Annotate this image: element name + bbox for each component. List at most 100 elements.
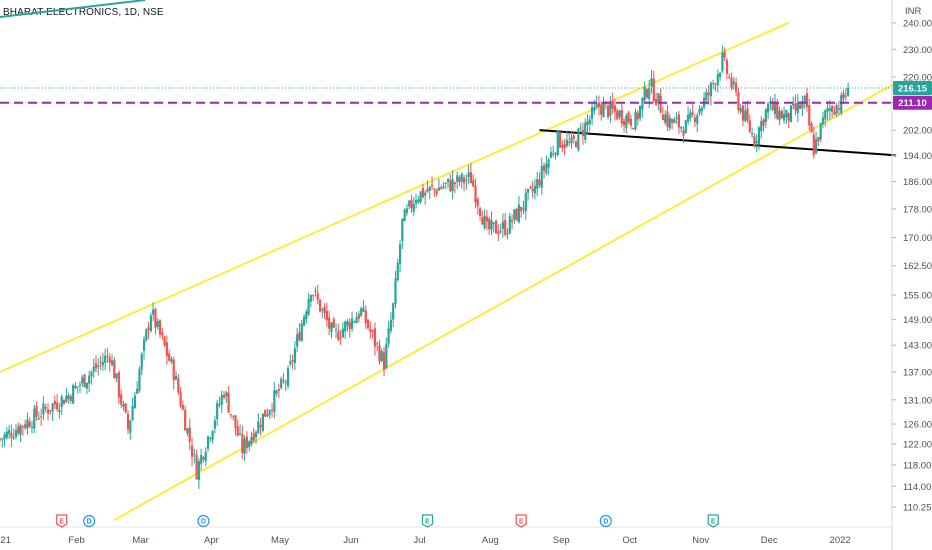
- candle-body: [460, 173, 463, 182]
- candle-body: [138, 369, 141, 391]
- candle-body: [824, 110, 827, 120]
- horizontal-level[interactable]: [0, 87, 892, 104]
- candle-body: [744, 110, 747, 122]
- candle-body: [81, 377, 84, 384]
- candle-body: [755, 140, 758, 143]
- candle-body: [606, 105, 610, 117]
- candle-body: [149, 315, 152, 332]
- candle-body: [622, 121, 626, 126]
- candle-body: [693, 117, 697, 123]
- candle-body: [250, 436, 253, 445]
- trendlines[interactable]: [0, 21, 897, 521]
- candle-body: [261, 413, 264, 431]
- candle-body: [133, 395, 136, 409]
- candle-body: [129, 420, 132, 433]
- candle-body: [545, 163, 548, 174]
- earnings-marker[interactable]: E: [515, 514, 527, 528]
- candle-body: [732, 81, 735, 85]
- candle-body: [469, 172, 473, 184]
- candle-body: [682, 130, 685, 136]
- candle-body: [629, 118, 633, 126]
- candle-body: [670, 119, 674, 123]
- candle-body: [451, 179, 454, 192]
- candle-body: [309, 295, 312, 302]
- candle-body: [686, 114, 690, 122]
- candle-body: [161, 332, 164, 336]
- candle-body: [757, 127, 761, 145]
- candle-body: [213, 420, 216, 429]
- candle-body: [94, 363, 98, 369]
- time-axis[interactable]: 21 Feb Mar Apr May Jun Jul Aug Sep Oct Nov Dec 2022: [0, 535, 850, 546]
- candle-body: [1, 438, 4, 440]
- candle-body: [828, 108, 831, 111]
- candle-body: [389, 319, 393, 331]
- candles: [0, 45, 850, 490]
- candle-body: [19, 424, 22, 435]
- candle-body: [238, 433, 242, 435]
- candle-body: [739, 108, 742, 112]
- candle-body: [316, 293, 319, 300]
- candle-body: [328, 317, 331, 329]
- candle-body: [485, 216, 489, 222]
- candle-body: [593, 107, 596, 111]
- dividend-marker[interactable]: D: [83, 514, 96, 528]
- candle-body: [805, 93, 809, 107]
- candle-body: [62, 399, 66, 405]
- candle-body: [488, 218, 491, 230]
- y-tick-label: 194.00: [903, 151, 932, 162]
- candle-body: [289, 361, 292, 365]
- candle-body: [705, 91, 708, 101]
- candle-body: [108, 357, 111, 363]
- candle-body: [188, 427, 191, 442]
- candle-body: [513, 209, 516, 220]
- candle-body: [730, 77, 733, 88]
- x-tick-label: Nov: [692, 535, 709, 546]
- price-tags: 216.15 211.10: [893, 81, 932, 110]
- dividend-marker[interactable]: D: [197, 514, 210, 528]
- candle-body: [453, 182, 457, 185]
- candle-body: [257, 421, 260, 434]
- candle-body: [69, 396, 72, 401]
- y-tick-label: 220.00: [903, 73, 932, 84]
- candle-body: [44, 406, 47, 409]
- y-tick-label: 131.00: [903, 395, 932, 406]
- candle-body: [762, 119, 765, 126]
- candle-body: [396, 262, 399, 281]
- candle-body: [325, 310, 328, 321]
- x-tick-label: Mar: [132, 535, 148, 546]
- candle-body: [659, 95, 662, 113]
- candle-body: [680, 126, 683, 129]
- candle-body: [172, 359, 175, 381]
- upper-channel[interactable]: [0, 21, 790, 373]
- candle-body: [437, 187, 441, 191]
- candle-body: [522, 208, 525, 210]
- candle-body: [165, 342, 168, 357]
- candle-body: [37, 418, 40, 420]
- candle-body: [398, 244, 402, 264]
- earnings-marker[interactable]: E: [56, 514, 68, 528]
- support-line[interactable]: [539, 129, 897, 157]
- candle-body: [584, 122, 587, 140]
- candle-body: [721, 52, 724, 72]
- candle-body: [504, 219, 507, 235]
- candle-body: [481, 217, 484, 225]
- candle-body: [174, 375, 178, 380]
- candle-body: [211, 430, 214, 440]
- candle-body: [501, 221, 505, 229]
- earnings-marker[interactable]: E: [707, 514, 719, 528]
- candle-body: [307, 299, 310, 315]
- candle-body: [124, 403, 127, 413]
- earnings-marker[interactable]: E: [421, 514, 434, 528]
- candle-body: [229, 414, 232, 416]
- candle-body: [691, 112, 694, 115]
- candle-body: [408, 200, 411, 207]
- candle-body: [85, 382, 88, 389]
- candle-body: [826, 107, 829, 112]
- dividend-marker[interactable]: D: [599, 514, 612, 528]
- candle-body: [115, 373, 118, 379]
- candle-body: [723, 51, 726, 58]
- candle-body: [21, 426, 24, 428]
